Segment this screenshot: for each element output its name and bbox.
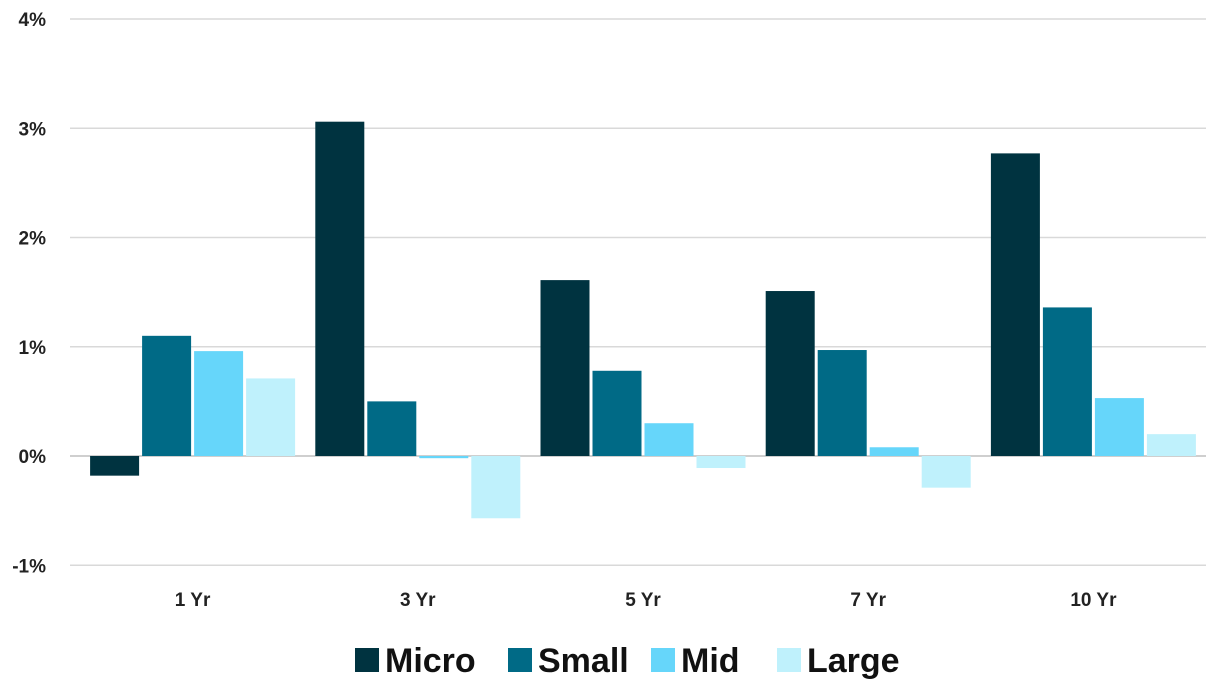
y-axis-tick-labels: -1% 0% 1% 2% 3% 4% xyxy=(12,10,46,577)
legend-swatch-micro xyxy=(355,648,379,672)
bar-large-10yr xyxy=(1146,434,1196,456)
x-category-label: 5 Yr xyxy=(625,590,661,611)
bar-mid-10yr xyxy=(1094,398,1144,456)
legend-label-large: Large xyxy=(807,642,900,679)
legend-swatch-large xyxy=(777,648,801,672)
legend-label-mid: Mid xyxy=(681,642,740,679)
bar-small-5yr xyxy=(592,370,642,456)
bar-micro-5yr xyxy=(540,280,590,456)
legend-label-small: Small xyxy=(538,642,629,679)
bar-large-1yr xyxy=(246,378,296,456)
bar-micro-1yr xyxy=(90,456,140,476)
bar-small-1yr xyxy=(142,335,192,456)
bar-mid-7yr xyxy=(869,447,919,456)
bars xyxy=(90,121,1196,519)
bar-micro-7yr xyxy=(765,291,815,456)
bar-large-3yr xyxy=(471,456,521,519)
x-category-label: 3 Yr xyxy=(400,590,436,611)
y-tick-label: 2% xyxy=(19,229,47,250)
y-tick-label: 4% xyxy=(19,10,47,31)
bar-mid-5yr xyxy=(644,423,694,456)
bar-micro-10yr xyxy=(990,153,1040,456)
legend-swatch-mid xyxy=(651,648,675,672)
bar-micro-3yr xyxy=(315,121,365,456)
x-category-label: 1 Yr xyxy=(175,590,211,611)
y-tick-label: 0% xyxy=(19,447,47,468)
bar-mid-1yr xyxy=(194,351,244,456)
legend-swatch-small xyxy=(508,648,532,672)
bar-large-7yr xyxy=(921,456,971,488)
legend-label-micro: Micro xyxy=(385,642,476,679)
x-category-label: 7 Yr xyxy=(850,590,886,611)
bar-large-5yr xyxy=(696,456,746,469)
y-tick-label: 3% xyxy=(19,119,47,140)
y-tick-label: 1% xyxy=(19,338,47,359)
x-category-label: 10 Yr xyxy=(1070,590,1117,611)
bar-small-10yr xyxy=(1042,307,1092,456)
y-tick-label: -1% xyxy=(12,556,46,577)
bar-small-7yr xyxy=(817,350,867,456)
legend: Micro Small Mid Large xyxy=(355,642,900,679)
bar-mid-3yr xyxy=(419,456,469,459)
x-axis-category-labels: 1 Yr 3 Yr 5 Yr 7 Yr 10 Yr xyxy=(175,590,1117,611)
bar-small-3yr xyxy=(367,401,417,456)
